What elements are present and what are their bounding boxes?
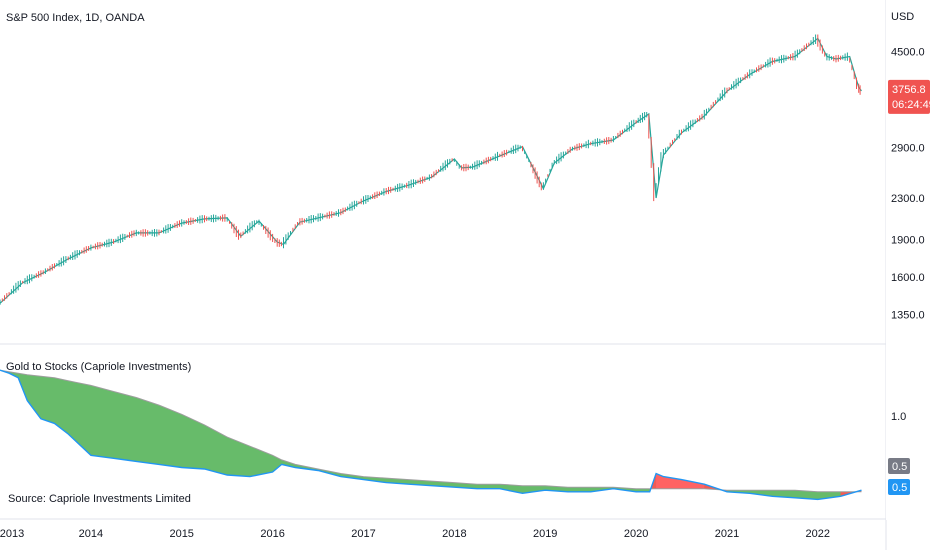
indicator-title: Gold to Stocks (Capriole Investments) — [6, 361, 191, 373]
price-tick-label: 1900.0 — [891, 235, 925, 247]
bar-countdown: 06:24:49 — [892, 99, 932, 111]
price-pane[interactable] — [0, 34, 862, 305]
indicator-tick-label: 1.0 — [891, 411, 906, 423]
indicator-source: Source: Capriole Investments Limited — [8, 493, 191, 505]
time-tick-label: 2018 — [442, 528, 466, 540]
last-price-badge: 3756.8 06:24:49 — [888, 79, 932, 114]
indicator-fill-red — [649, 473, 862, 497]
price-series-line — [0, 37, 862, 304]
price-tick-label: 2900.0 — [891, 142, 925, 154]
last-price-badge-bg — [888, 79, 930, 114]
indicator-fill-green — [0, 370, 862, 500]
indicator-badge-lower-bg — [888, 479, 910, 495]
price-tick-label: 4500.0 — [891, 47, 925, 59]
price-axis[interactable] — [886, 0, 932, 520]
chart-title: S&P 500 Index, 1D, OANDA — [6, 12, 145, 24]
indicator-badge-lower-value: 0.5 — [892, 482, 907, 494]
currency-label: USD — [891, 11, 914, 23]
price-tick-label: 2300.0 — [891, 193, 925, 205]
indicator-pane[interactable] — [0, 369, 862, 501]
indicator-badge-upper: 0.5 — [888, 458, 910, 474]
indicator-average-line — [0, 369, 862, 493]
time-tick-label: 2020 — [624, 528, 648, 540]
time-tick-label: 2014 — [79, 528, 103, 540]
time-tick-label: 2016 — [260, 528, 284, 540]
time-tick-label: 2022 — [806, 528, 830, 540]
indicator-badge-upper-bg — [888, 458, 910, 474]
price-tick-label: 1600.0 — [891, 272, 925, 284]
indicator-badge-upper-value: 0.5 — [892, 461, 907, 473]
time-tick-label: 2017 — [351, 528, 375, 540]
time-tick-label: 2015 — [169, 528, 193, 540]
time-axis[interactable]: 2013 2014 2015 2016 2017 2018 2019 2020 2021 2022 — [0, 528, 830, 540]
indicator-ratio-line — [0, 369, 862, 501]
price-candles — [0, 34, 861, 305]
indicator-axis-ticks: 1.0 — [891, 411, 906, 423]
time-tick-label: 2021 — [715, 528, 739, 540]
price-tick-label: 1350.0 — [891, 309, 925, 321]
indicator-badge-lower: 0.5 — [888, 479, 910, 495]
last-price-value: 3756.8 — [892, 84, 926, 96]
time-tick-label: 2019 — [533, 528, 557, 540]
time-tick-label: 2013 — [0, 528, 24, 540]
